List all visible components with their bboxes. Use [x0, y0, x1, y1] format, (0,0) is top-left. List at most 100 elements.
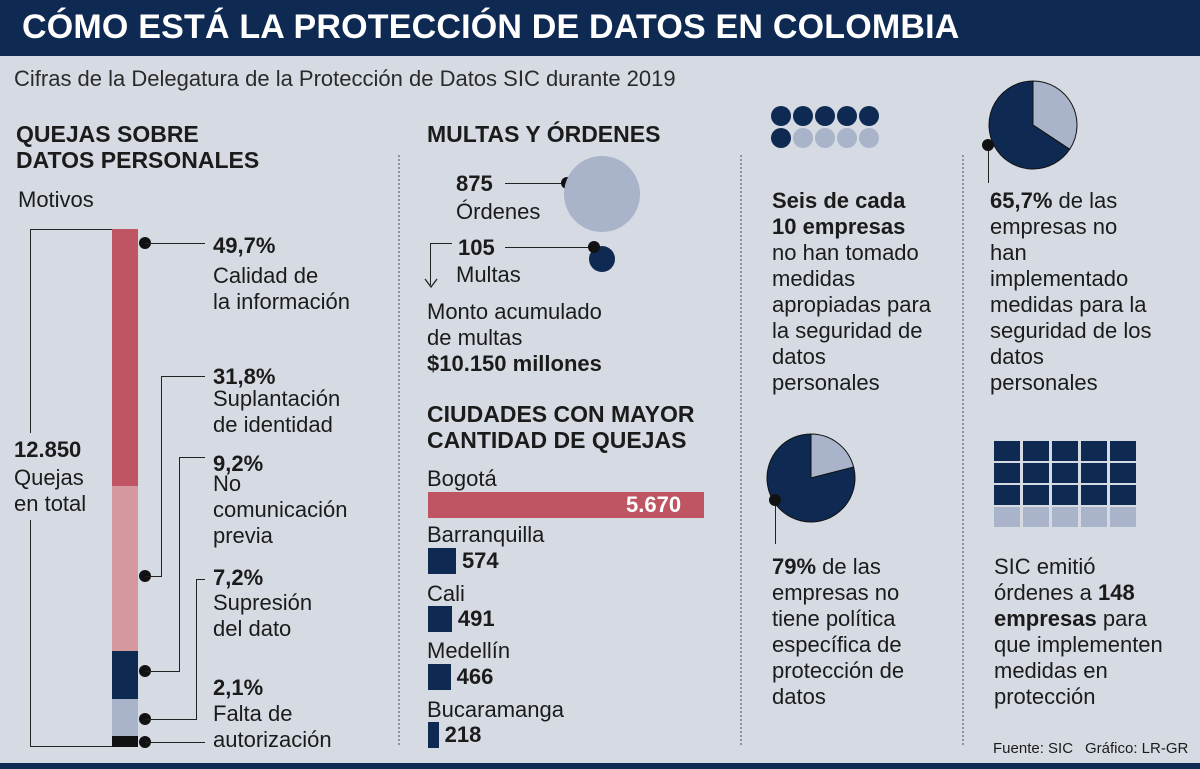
sic-line1: SIC emitió [994, 554, 1096, 579]
sic-line5: medidas en [994, 658, 1108, 683]
motivo-5-label-line2: autorización [213, 727, 332, 752]
motivo-3-connector-h1 [145, 671, 180, 672]
monto-arrow-head-icon [424, 278, 438, 288]
pie-657-connector [988, 145, 989, 183]
stat-79-line1: empresas no [772, 580, 900, 605]
city-label-barranquilla: Barranquilla [427, 522, 545, 547]
grid-cell-20 [1110, 507, 1136, 527]
dot-8 [815, 128, 835, 148]
monto-arrow-h [430, 243, 452, 244]
stat-79-first-rest: de las [816, 554, 881, 579]
grid-cell-18 [1052, 507, 1078, 527]
city-value-4: 466 [456, 664, 494, 689]
monto-arrow-v [430, 243, 431, 285]
dot-5 [859, 106, 879, 126]
pie-79-connector [775, 500, 776, 544]
city-bar-3 [428, 606, 452, 632]
stat-79-line0: 79% de las [772, 553, 881, 580]
dot-4 [837, 106, 857, 126]
total-bracket-top [30, 229, 112, 230]
seis-line-6: personales [772, 370, 880, 395]
motivo-4-label-line2: del dato [213, 616, 292, 641]
sic-line2-bold: 148 [1097, 580, 1135, 605]
ordenes-circle [564, 156, 640, 232]
motivo-1-label-line1: Calidad de [213, 263, 319, 288]
stat-79-line2: tiene política [772, 606, 896, 631]
city-value-5: 218 [444, 722, 482, 747]
total-bracket-bottom [30, 746, 112, 747]
seis-line-2: medidas [772, 266, 856, 291]
motivo-bar-segment-3 [112, 651, 138, 699]
dot-1 [771, 106, 791, 126]
grid-cell-3 [1052, 441, 1078, 461]
motivo-3-value: 9,2% [213, 451, 264, 476]
divider-1 [398, 155, 400, 745]
grid-cell-8 [1052, 463, 1078, 483]
motivo-3-connector-h2 [179, 457, 205, 458]
divider-2 [740, 155, 742, 745]
total-label-line1: Quejas [14, 465, 84, 490]
stat-657-line0: 65,7% de las [990, 187, 1117, 214]
sic-line2: órdenes a 148 [994, 579, 1135, 606]
motivo-4-connector-h2 [196, 579, 205, 580]
motivo-4-connector-v [196, 579, 197, 720]
stat-657-first-rest: de las [1052, 188, 1118, 213]
seis-line-4: la seguridad de [772, 318, 923, 343]
motivo-4-label-line1: Supresión [213, 590, 313, 615]
sic-line3-bold: empresas [994, 606, 1097, 631]
grid-cell-5 [1110, 441, 1136, 461]
sic-line3: empresas para [994, 605, 1147, 632]
pie-79-slice-1 [810, 433, 855, 479]
footer-fuente: Fuente: SIC [993, 740, 1074, 757]
grid-cell-12 [1023, 485, 1049, 505]
multas-label: Multas [456, 262, 521, 287]
stat-79-line5: datos [772, 684, 826, 709]
quejas-title-line2: DATOS PERSONALES [16, 147, 260, 173]
motivo-2-label-line2: de identidad [213, 412, 333, 437]
grid-cell-2 [1023, 441, 1049, 461]
footer-grafico: Gráfico: LR-GR [1085, 740, 1189, 757]
grid-cell-9 [1081, 463, 1107, 483]
total-bracket-vertical-lower [30, 520, 31, 746]
dot-9 [837, 128, 857, 148]
dot-2 [793, 106, 813, 126]
motivo-2-connector-h2 [161, 376, 205, 377]
motivo-3-label-line1: No [213, 471, 242, 496]
dot-3 [815, 106, 835, 126]
grid-cell-16 [994, 507, 1020, 527]
grid-cell-6 [994, 463, 1020, 483]
grid-cell-7 [1023, 463, 1049, 483]
motivo-bar-segment-4 [112, 698, 138, 737]
stat-657-line3: implementado [990, 266, 1129, 291]
pie-79-dot [769, 494, 781, 506]
motivo-bar-segment-5 [112, 736, 138, 747]
motivos-label: Motivos [18, 187, 94, 212]
city-bar-4 [428, 664, 451, 690]
motivo-4-value: 7,2% [213, 565, 264, 590]
header-bar: CÓMO ESTÁ LA PROTECCIÓN DE DATOS EN COLO… [0, 0, 1200, 56]
multas-title: MULTAS Y ÓRDENES [427, 121, 661, 147]
stat-657-line7: personales [990, 370, 1098, 395]
motivo-1-connector [145, 243, 205, 244]
pie-657-slice-2 [988, 80, 1071, 170]
seis-line-3: apropiadas para [772, 292, 932, 317]
monto-label-line2: de multas [427, 325, 523, 350]
page-title: CÓMO ESTÁ LA PROTECCIÓN DE DATOS EN COLO… [22, 8, 960, 46]
city-label-medellin: Medellín [427, 638, 511, 663]
motivo-3-label-line2: comunicación [213, 497, 348, 522]
divider-3 [962, 155, 964, 745]
motivo-2-value: 31,8% [213, 364, 276, 389]
ciudades-title-line2: CANTIDAD DE QUEJAS [427, 427, 687, 453]
motivo-4-connector-h1 [145, 719, 197, 720]
motivo-5-label-line1: Falta de [213, 701, 293, 726]
seis-line-5: datos [772, 344, 826, 369]
stat-657-line6: datos [990, 344, 1044, 369]
city-bar-1 [428, 492, 704, 518]
stat-79-value: 79% [772, 554, 817, 579]
grid-cell-4 [1081, 441, 1107, 461]
multas-value: 105 [458, 235, 495, 260]
sic-line2-pre: órdenes a [994, 580, 1098, 605]
city-bar-5 [428, 722, 439, 748]
city-value-3: 491 [457, 606, 495, 631]
stat-79-line3: específica de [772, 632, 902, 657]
